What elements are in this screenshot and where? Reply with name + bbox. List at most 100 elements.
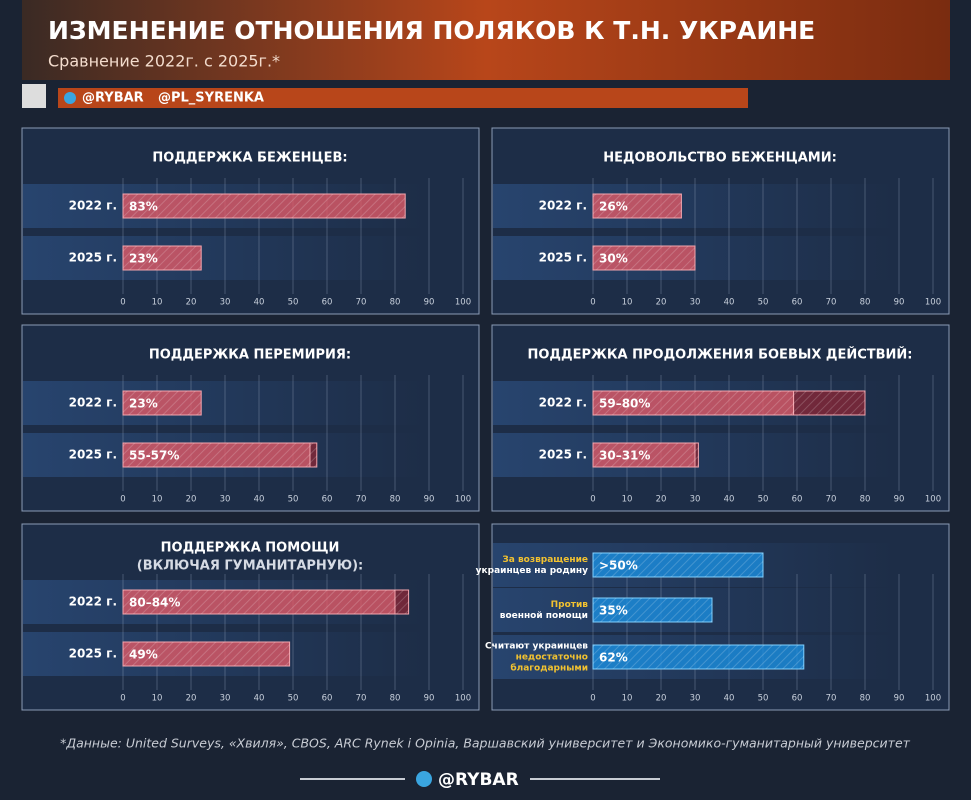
x-tick-label: 30: [220, 694, 231, 704]
x-tick-label: 20: [186, 694, 197, 704]
panel-subtitle: (ВКЛЮЧАЯ ГУМАНИТАРНУЮ):: [137, 559, 363, 574]
bar-hatch: [593, 443, 699, 467]
value-label: 23%: [129, 397, 158, 411]
x-tick-label: 10: [622, 694, 633, 704]
x-tick-label: 10: [622, 495, 633, 505]
x-tick-label: 80: [860, 298, 871, 308]
row-band: [493, 184, 893, 228]
x-tick-label: 90: [894, 495, 905, 505]
x-tick-label: 80: [390, 694, 401, 704]
x-tick-label: 20: [656, 694, 667, 704]
bar-hatch: [593, 194, 682, 218]
panel-title: ПОДДЕРЖКА ПРОДОЛЖЕНИЯ БОЕВЫХ ДЕЙСТВИЙ:: [528, 347, 913, 363]
x-tick-label: 50: [288, 694, 299, 704]
x-tick-label: 100: [925, 495, 941, 505]
x-tick-label: 30: [690, 694, 701, 704]
x-tick-label: 90: [424, 298, 435, 308]
value-label: 30%: [599, 252, 628, 266]
category-label: 2022 г.: [539, 199, 587, 213]
category-label: 2025 г.: [69, 448, 117, 462]
handle: @PL_SYRENKA: [158, 91, 264, 106]
bar-hatch: [593, 645, 804, 669]
handles-band: [58, 88, 748, 108]
x-tick-label: 60: [792, 298, 803, 308]
x-tick-label: 80: [860, 694, 871, 704]
x-tick-label: 90: [424, 495, 435, 505]
x-tick-label: 40: [724, 298, 735, 308]
bar-hatch: [123, 443, 317, 467]
x-tick-label: 0: [120, 495, 125, 505]
value-label: 35%: [599, 604, 628, 618]
x-tick-label: 20: [186, 298, 197, 308]
category-label: украинцев на родину: [476, 566, 588, 576]
x-tick-label: 80: [860, 495, 871, 505]
bar-hatch: [123, 246, 202, 270]
bar-hatch: [593, 598, 712, 622]
x-tick-label: 50: [288, 495, 299, 505]
x-tick-label: 50: [758, 298, 769, 308]
value-label: 49%: [129, 648, 158, 662]
row-band: [23, 236, 423, 280]
bar-hatch: [593, 391, 865, 415]
x-tick-label: 60: [322, 694, 333, 704]
bar-hatch: [123, 391, 202, 415]
bar-hatch: [123, 590, 409, 614]
x-tick-label: 100: [925, 298, 941, 308]
x-tick-label: 20: [656, 495, 667, 505]
x-tick-label: 70: [826, 694, 837, 704]
x-tick-label: 70: [826, 495, 837, 505]
category-label: военной помощи: [500, 611, 588, 621]
handle: @RYBAR: [82, 91, 144, 106]
x-tick-label: 60: [792, 495, 803, 505]
panel-title: ПОДДЕРЖКА ПЕРЕМИРИЯ:: [149, 348, 351, 363]
x-tick-label: 60: [792, 694, 803, 704]
x-tick-label: 80: [390, 495, 401, 505]
x-tick-label: 100: [455, 495, 471, 505]
bar-hatch: [593, 553, 763, 577]
x-tick-label: 40: [254, 694, 265, 704]
x-tick-label: 10: [152, 298, 163, 308]
x-tick-label: 40: [724, 495, 735, 505]
value-label: 59–80%: [599, 397, 650, 411]
category-label: 2022 г.: [69, 595, 117, 609]
telegram-icon: [64, 92, 76, 104]
panel-title: ПОДДЕРЖКА БЕЖЕНЦЕВ:: [152, 151, 347, 166]
subtitle: Сравнение 2022г. с 2025г.*: [48, 52, 280, 71]
x-tick-label: 0: [120, 298, 125, 308]
panel-title: НЕДОВОЛЬСТВО БЕЖЕНЦАМИ:: [603, 151, 837, 166]
category-label: благодарными: [510, 663, 588, 674]
category-label: 2025 г.: [539, 448, 587, 462]
x-tick-label: 90: [894, 694, 905, 704]
x-tick-label: 30: [690, 298, 701, 308]
footer-brand: @RYBAR: [438, 770, 519, 790]
value-label: 26%: [599, 200, 628, 214]
category-label: Считают украинцев: [485, 642, 588, 652]
x-tick-label: 40: [724, 694, 735, 704]
x-tick-label: 70: [826, 298, 837, 308]
x-tick-label: 0: [590, 694, 595, 704]
x-tick-label: 40: [254, 298, 265, 308]
x-tick-label: 70: [356, 298, 367, 308]
value-label: 83%: [129, 200, 158, 214]
x-tick-label: 90: [424, 694, 435, 704]
x-tick-label: 60: [322, 298, 333, 308]
footnote: *Данные: United Surveys, «Хвиля», CBOS, …: [60, 736, 911, 751]
x-tick-label: 0: [590, 298, 595, 308]
x-tick-label: 30: [690, 495, 701, 505]
x-tick-label: 50: [758, 694, 769, 704]
value-label: 55-57%: [129, 449, 179, 463]
panel-title: ПОДДЕРЖКА ПОМОЩИ: [161, 541, 340, 556]
x-tick-label: 10: [622, 298, 633, 308]
title: ИЗМЕНЕНИЕ ОТНОШЕНИЯ ПОЛЯКОВ К Т.Н. УКРАИ…: [48, 16, 815, 45]
x-tick-label: 20: [186, 495, 197, 505]
bar-hatch: [123, 642, 290, 666]
category-label: За возвращение: [502, 555, 588, 565]
category-label: 2022 г.: [69, 199, 117, 213]
x-tick-label: 30: [220, 495, 231, 505]
telegram-icon: [416, 771, 432, 787]
row-band: [23, 381, 423, 425]
x-tick-label: 50: [758, 495, 769, 505]
x-tick-label: 0: [590, 495, 595, 505]
